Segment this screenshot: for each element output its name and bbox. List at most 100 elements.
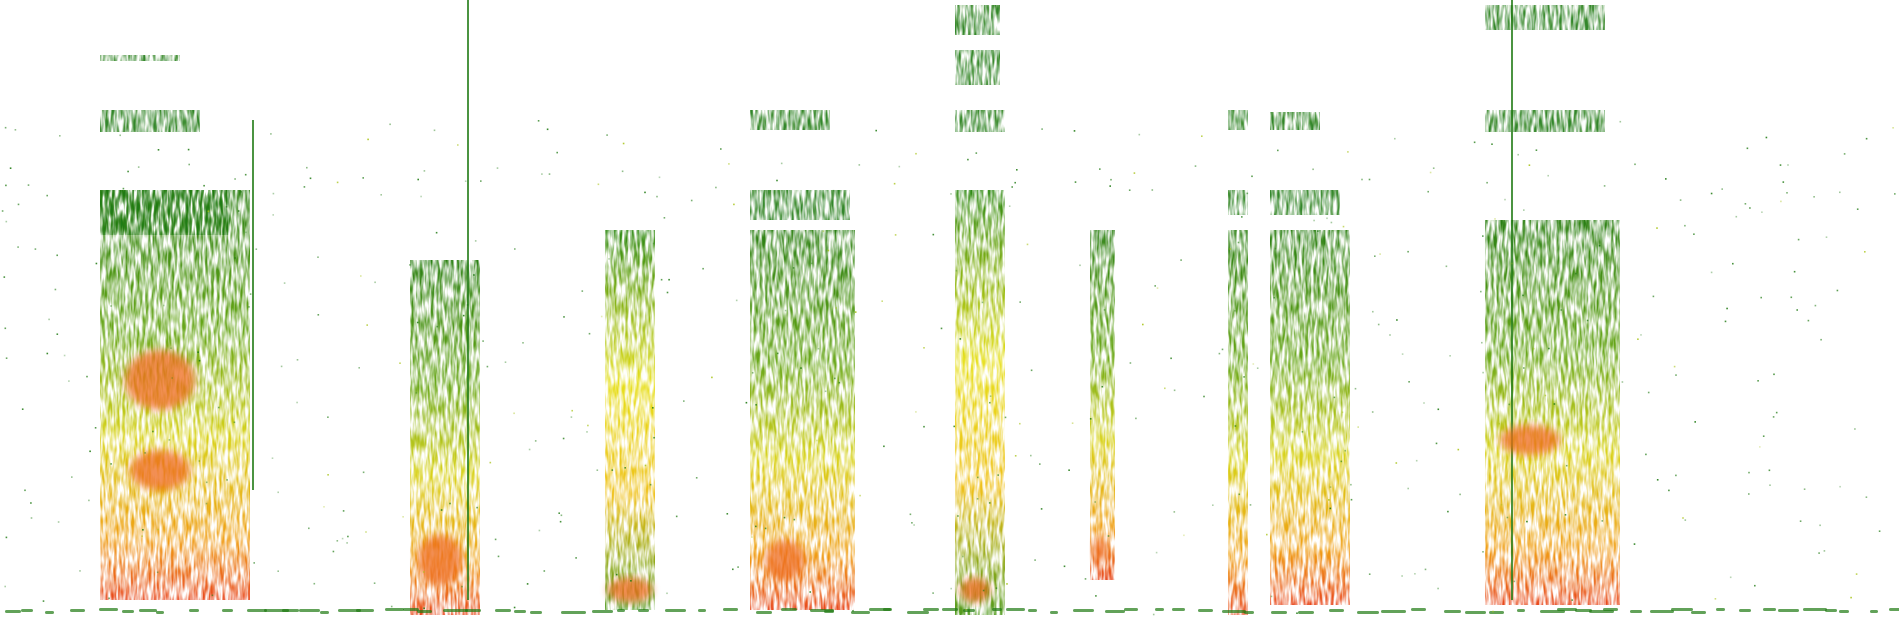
noise-speck bbox=[272, 192, 275, 195]
noise-speck bbox=[522, 342, 524, 344]
energy-hotspot bbox=[130, 450, 190, 490]
noise-speck bbox=[1350, 483, 1352, 486]
noise-speck bbox=[4, 585, 6, 588]
noise-speck bbox=[137, 166, 140, 168]
noise-speck bbox=[1744, 203, 1747, 205]
noise-speck bbox=[309, 177, 312, 180]
noise-speck bbox=[1156, 287, 1159, 289]
noise-speck bbox=[1506, 516, 1509, 519]
noise-speck bbox=[1762, 435, 1765, 437]
noise-speck bbox=[1128, 189, 1131, 191]
noise-dash bbox=[70, 609, 85, 612]
noise-speck bbox=[1504, 198, 1506, 201]
noise-speck bbox=[389, 123, 391, 126]
harmonic-band bbox=[750, 190, 850, 220]
noise-speck bbox=[1330, 221, 1333, 224]
noise-speck bbox=[1361, 178, 1363, 181]
noise-speck bbox=[953, 425, 955, 428]
noise-speck bbox=[838, 381, 841, 384]
noise-speck bbox=[1401, 575, 1403, 577]
noise-dash bbox=[403, 608, 419, 611]
noise-dash bbox=[1489, 611, 1504, 614]
noise-speck bbox=[1675, 374, 1677, 376]
noise-speck bbox=[1854, 428, 1856, 430]
noise-speck bbox=[1, 210, 4, 212]
noise-speck bbox=[1026, 243, 1029, 246]
noise-speck bbox=[440, 509, 443, 511]
noise-dash bbox=[1444, 610, 1461, 613]
noise-speck bbox=[1344, 449, 1346, 452]
noise-speck bbox=[1133, 172, 1136, 174]
noise-speck bbox=[127, 170, 129, 173]
noise-speck bbox=[332, 550, 335, 553]
noise-dash bbox=[1870, 610, 1878, 613]
noise-speck bbox=[1892, 127, 1894, 129]
noise-speck bbox=[630, 580, 632, 582]
noise-speck bbox=[1437, 408, 1440, 411]
noise-speck bbox=[541, 173, 543, 175]
noise-speck bbox=[1571, 599, 1573, 601]
noise-speck bbox=[668, 278, 670, 281]
noise-speck bbox=[486, 365, 489, 368]
noise-dash bbox=[942, 608, 958, 611]
noise-speck bbox=[1180, 259, 1182, 261]
noise-dash bbox=[1557, 608, 1577, 611]
noise-speck bbox=[962, 555, 964, 558]
noise-speck bbox=[1819, 524, 1821, 527]
noise-dash bbox=[1739, 609, 1751, 612]
noise-speck bbox=[989, 401, 991, 404]
noise-speck bbox=[1603, 185, 1606, 187]
noise-speck bbox=[526, 583, 529, 585]
noise-dash bbox=[1716, 608, 1725, 611]
noise-speck bbox=[362, 177, 364, 179]
noise-speck bbox=[417, 178, 419, 181]
noise-dash bbox=[122, 610, 134, 613]
noise-speck bbox=[1575, 272, 1577, 275]
noise-speck bbox=[832, 189, 835, 192]
noise-speck bbox=[1154, 285, 1156, 287]
noise-speck bbox=[624, 467, 626, 469]
noise-dash bbox=[883, 608, 892, 611]
noise-speck bbox=[660, 278, 663, 281]
noise-speck bbox=[977, 476, 979, 479]
noise-dash bbox=[45, 611, 54, 614]
noise-speck bbox=[1173, 389, 1176, 392]
noise-speck bbox=[548, 173, 551, 175]
noise-speck bbox=[608, 258, 610, 260]
noise-dash bbox=[561, 611, 586, 614]
noise-speck bbox=[1482, 551, 1484, 553]
noise-speck bbox=[1243, 376, 1245, 378]
noise-speck bbox=[1793, 270, 1796, 273]
noise-speck bbox=[1429, 171, 1432, 174]
noise-speck bbox=[277, 491, 279, 494]
noise-speck bbox=[1041, 128, 1043, 130]
noise-speck bbox=[1107, 535, 1110, 537]
noise-speck bbox=[513, 412, 515, 415]
noise-speck bbox=[1547, 174, 1549, 177]
noise-speck bbox=[1779, 164, 1782, 166]
noise-speck bbox=[461, 585, 463, 588]
noise-speck bbox=[1710, 192, 1713, 195]
noise-speck bbox=[1252, 363, 1255, 365]
noise-dash bbox=[465, 609, 481, 612]
noise-speck bbox=[834, 377, 836, 380]
noise-dash bbox=[1172, 608, 1185, 611]
noise-speck bbox=[1173, 511, 1176, 513]
noise-speck bbox=[546, 128, 549, 131]
noise-dash bbox=[282, 609, 299, 612]
noise-speck bbox=[1019, 301, 1021, 303]
noise-speck bbox=[433, 129, 436, 132]
noise-speck bbox=[1818, 552, 1820, 554]
noise-speck bbox=[1498, 422, 1500, 425]
noise-speck bbox=[1109, 185, 1111, 187]
noise-speck bbox=[88, 499, 90, 502]
noise-dash bbox=[1763, 608, 1776, 611]
noise-speck bbox=[171, 377, 173, 379]
noise-dash bbox=[1778, 609, 1799, 612]
noise-speck bbox=[1796, 309, 1798, 311]
noise-speck bbox=[17, 203, 20, 206]
noise-speck bbox=[644, 464, 647, 467]
noise-speck bbox=[79, 570, 81, 572]
noise-speck bbox=[248, 306, 250, 308]
noise-speck bbox=[346, 542, 348, 544]
